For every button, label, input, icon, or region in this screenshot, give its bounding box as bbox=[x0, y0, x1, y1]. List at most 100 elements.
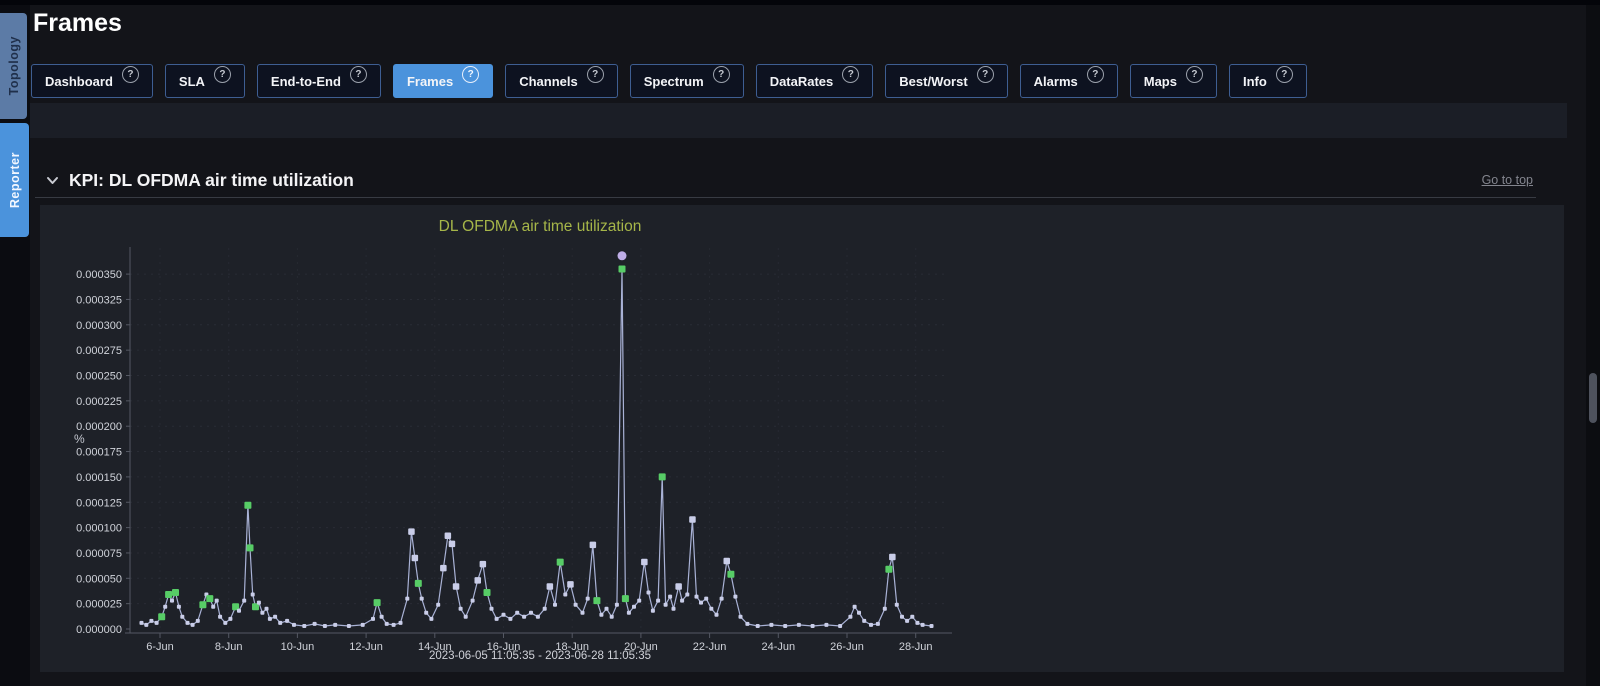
data-point-marker[interactable] bbox=[668, 594, 673, 599]
data-point-marker[interactable] bbox=[508, 616, 513, 621]
data-point-marker[interactable] bbox=[727, 570, 735, 578]
data-point-marker[interactable] bbox=[252, 603, 259, 611]
scrollbar-thumb[interactable] bbox=[1589, 373, 1597, 423]
nav-button-sla[interactable]: SLA? bbox=[164, 64, 245, 98]
data-point-marker[interactable] bbox=[384, 621, 389, 626]
data-point-marker[interactable] bbox=[360, 622, 365, 627]
help-icon[interactable]: ? bbox=[976, 65, 994, 83]
help-icon[interactable]: ? bbox=[586, 65, 604, 83]
data-point-marker[interactable] bbox=[604, 606, 609, 611]
data-point-marker[interactable] bbox=[685, 592, 690, 597]
data-point-marker[interactable] bbox=[232, 603, 240, 611]
data-point-marker[interactable] bbox=[379, 614, 384, 619]
data-point-marker[interactable] bbox=[723, 557, 731, 565]
data-point-marker[interactable] bbox=[149, 618, 154, 623]
nav-button-info[interactable]: Info? bbox=[1228, 64, 1307, 98]
data-point-marker[interactable] bbox=[195, 618, 200, 623]
data-point-marker[interactable] bbox=[745, 621, 750, 626]
data-point-marker[interactable] bbox=[218, 614, 223, 619]
data-point-marker[interactable] bbox=[444, 532, 452, 540]
data-point-marker[interactable] bbox=[694, 594, 699, 599]
data-point-marker[interactable] bbox=[452, 583, 460, 590]
data-point-marker[interactable] bbox=[176, 604, 181, 609]
help-icon[interactable]: ? bbox=[1086, 65, 1104, 83]
data-point-marker[interactable] bbox=[824, 622, 829, 627]
data-point-marker[interactable] bbox=[333, 622, 338, 627]
data-point-marker[interactable] bbox=[614, 602, 619, 607]
data-point-marker[interactable] bbox=[440, 564, 447, 572]
data-point-marker[interactable] bbox=[738, 614, 743, 619]
data-point-marker[interactable] bbox=[719, 596, 724, 601]
data-point-marker[interactable] bbox=[190, 622, 195, 627]
data-point-marker[interactable] bbox=[273, 614, 278, 619]
data-point-marker[interactable] bbox=[609, 614, 614, 619]
data-point-marker[interactable] bbox=[699, 600, 703, 605]
data-point-marker[interactable] bbox=[641, 558, 648, 566]
data-point-marker[interactable] bbox=[414, 579, 422, 587]
data-point-marker[interactable] bbox=[250, 592, 255, 597]
data-point-marker[interactable] bbox=[889, 553, 896, 561]
data-point-marker[interactable] bbox=[458, 606, 463, 611]
peak-marker-circle[interactable] bbox=[617, 251, 627, 261]
data-point-marker[interactable] bbox=[783, 624, 788, 628]
data-point-marker[interactable] bbox=[206, 595, 214, 603]
data-point-marker[interactable] bbox=[618, 265, 626, 273]
nav-button-spectrum[interactable]: Spectrum? bbox=[629, 64, 744, 98]
data-point-marker[interactable] bbox=[546, 583, 554, 590]
data-point-marker[interactable] bbox=[405, 596, 410, 601]
data-point-marker[interactable] bbox=[479, 560, 487, 568]
data-point-marker[interactable] bbox=[573, 602, 578, 607]
data-point-marker[interactable] bbox=[264, 606, 269, 611]
data-point-marker[interactable] bbox=[474, 577, 482, 584]
help-icon[interactable]: ? bbox=[1185, 65, 1203, 83]
data-point-marker[interactable] bbox=[501, 612, 506, 617]
data-point-marker[interactable] bbox=[646, 590, 651, 595]
nav-button-dashboard[interactable]: Dashboard? bbox=[31, 64, 153, 98]
data-point-marker[interactable] bbox=[529, 610, 533, 615]
data-point-marker[interactable] bbox=[632, 604, 636, 609]
data-point-marker[interactable] bbox=[185, 620, 190, 625]
data-point-marker[interactable] bbox=[810, 624, 815, 628]
data-point-marker[interactable] bbox=[292, 622, 296, 627]
data-point-marker[interactable] bbox=[419, 596, 424, 601]
help-icon[interactable]: ? bbox=[213, 65, 231, 83]
data-point-marker[interactable] bbox=[920, 622, 925, 627]
sidebar-tab-topology[interactable]: Topology bbox=[0, 13, 27, 119]
data-point-marker[interactable] bbox=[704, 596, 709, 601]
data-point-marker[interactable] bbox=[522, 614, 527, 619]
data-point-marker[interactable] bbox=[483, 589, 491, 596]
data-point-marker[interactable] bbox=[869, 622, 873, 627]
data-point-marker[interactable] bbox=[244, 501, 252, 509]
data-point-marker[interactable] bbox=[838, 624, 843, 628]
data-point-marker[interactable] bbox=[857, 610, 861, 615]
data-point-marker[interactable] bbox=[373, 599, 381, 607]
data-point-marker[interactable] bbox=[163, 604, 168, 609]
data-point-marker[interactable] bbox=[411, 554, 419, 562]
nav-button-alarms[interactable]: Alarms? bbox=[1019, 64, 1118, 98]
data-point-marker[interactable] bbox=[875, 621, 880, 626]
data-point-marker[interactable] bbox=[470, 598, 475, 603]
data-point-marker[interactable] bbox=[237, 608, 241, 613]
data-point-marker[interactable] bbox=[170, 598, 174, 603]
data-point-marker[interactable] bbox=[553, 602, 557, 607]
help-icon[interactable]: ? bbox=[349, 65, 367, 83]
data-point-marker[interactable] bbox=[346, 624, 351, 628]
data-point-marker[interactable] bbox=[671, 606, 676, 611]
data-point-marker[interactable] bbox=[322, 624, 327, 628]
help-icon[interactable]: ? bbox=[712, 65, 730, 83]
help-icon[interactable]: ? bbox=[842, 65, 860, 83]
data-point-marker[interactable] bbox=[256, 600, 261, 605]
help-icon[interactable]: ? bbox=[1275, 65, 1293, 83]
data-point-marker[interactable] bbox=[882, 606, 887, 611]
data-point-marker[interactable] bbox=[489, 606, 494, 611]
data-point-marker[interactable] bbox=[733, 594, 738, 599]
data-point-marker[interactable] bbox=[223, 620, 228, 625]
nav-button-end-to-end[interactable]: End-to-End? bbox=[256, 64, 381, 98]
data-point-marker[interactable] bbox=[910, 614, 915, 619]
data-point-marker[interactable] bbox=[542, 606, 547, 611]
data-point-marker[interactable] bbox=[769, 622, 774, 627]
data-point-marker[interactable] bbox=[929, 624, 934, 628]
data-point-marker[interactable] bbox=[424, 610, 429, 615]
data-point-marker[interactable] bbox=[371, 616, 375, 621]
data-point-marker[interactable] bbox=[663, 602, 668, 607]
